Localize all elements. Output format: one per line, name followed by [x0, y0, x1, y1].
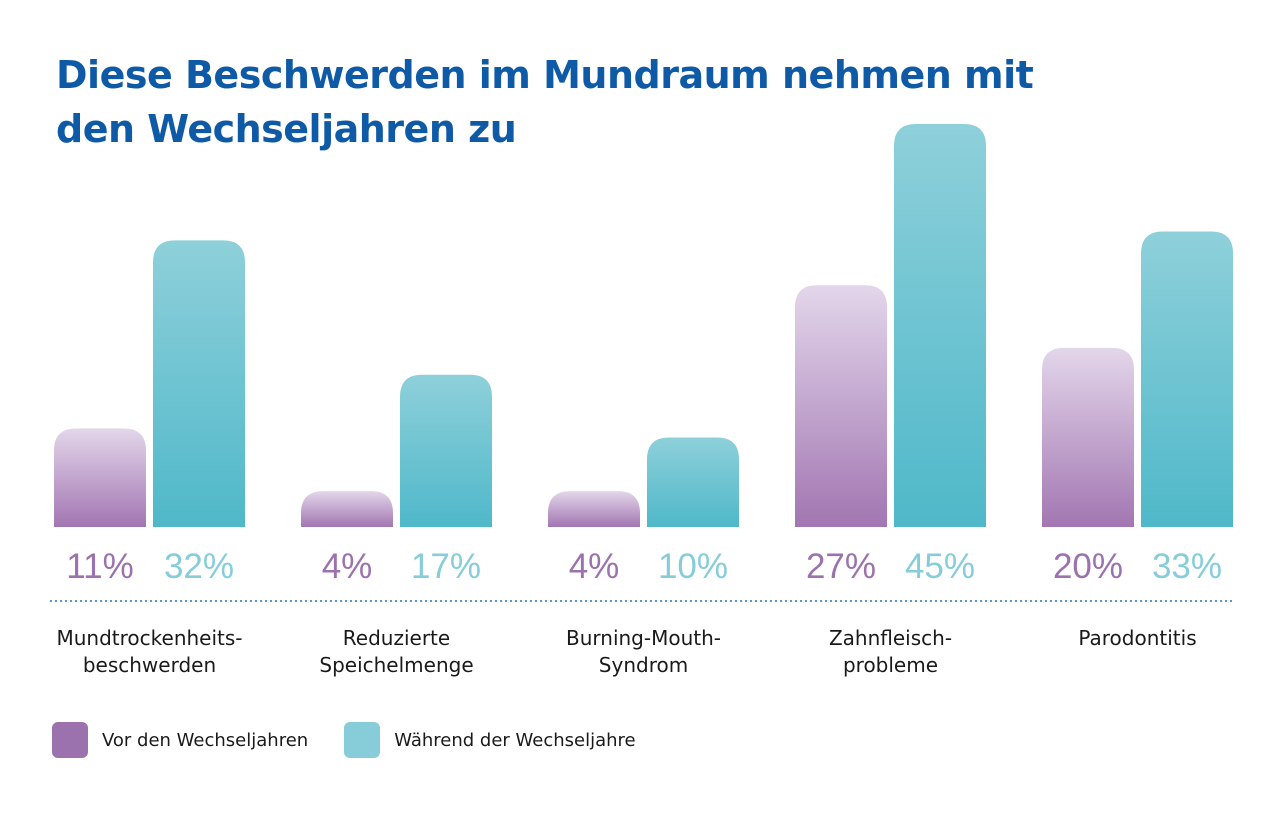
bar-before-4: [795, 285, 887, 527]
value-label-during-5: 33%: [1152, 547, 1222, 586]
legend-item-before: Vor den Wechseljahren: [52, 722, 308, 758]
bar-before-1: [54, 428, 146, 527]
chart-title-line-2: den Wechseljahren zu: [56, 107, 517, 151]
category-label-1: Mundtrockenheits-beschwerden: [56, 626, 242, 677]
bar-during-3: [647, 437, 739, 527]
value-label-during-3: 10%: [658, 547, 728, 586]
value-label-before-4: 27%: [806, 547, 876, 586]
bar-before-3: [548, 491, 640, 527]
bar-during-4: [894, 124, 986, 527]
legend-label-before: Vor den Wechseljahren: [102, 729, 309, 751]
value-label-during-1: 32%: [164, 547, 234, 586]
bars-group: [54, 124, 1233, 527]
category-label-3: Burning-Mouth-Syndrom: [566, 626, 721, 677]
value-labels-group: 11% 32% 4% 17% 4% 10% 27% 45% 20% 33%: [66, 547, 1222, 586]
bar-before-2: [301, 491, 393, 527]
category-label-2: Reduzierte Speichelmenge: [319, 626, 473, 677]
bar-during-1: [153, 240, 245, 527]
chart-title-line-1: Diese Beschwerden im Mundraum nehmen mit: [56, 53, 1034, 97]
value-label-before-2: 4%: [322, 547, 373, 586]
value-label-before-1: 11%: [66, 547, 133, 586]
value-label-during-4: 45%: [905, 547, 975, 586]
category-label-5: Parodontitis: [1078, 626, 1196, 650]
value-label-before-3: 4%: [569, 547, 620, 586]
value-label-during-2: 17%: [411, 547, 481, 586]
legend-swatch-before: [52, 722, 88, 758]
bar-during-5: [1141, 231, 1233, 527]
legend: Vor den Wechseljahren Während der Wechse…: [52, 722, 672, 758]
bar-before-5: [1042, 347, 1134, 527]
category-labels-group: Mundtrockenheits-beschwerden Reduzierte Sp…: [56, 626, 1196, 677]
chart-title: Diese Beschwerden im Mundraum nehmen mit…: [56, 48, 1156, 156]
bar-during-2: [400, 374, 492, 527]
legend-swatch-during: [344, 722, 381, 758]
legend-item-during: Während der Wechseljahre: [344, 722, 636, 758]
value-label-before-5: 20%: [1053, 547, 1123, 586]
legend-label-during: Während der Wechseljahre: [394, 729, 636, 751]
category-label-4: Zahnfleisch-probleme: [829, 626, 952, 677]
